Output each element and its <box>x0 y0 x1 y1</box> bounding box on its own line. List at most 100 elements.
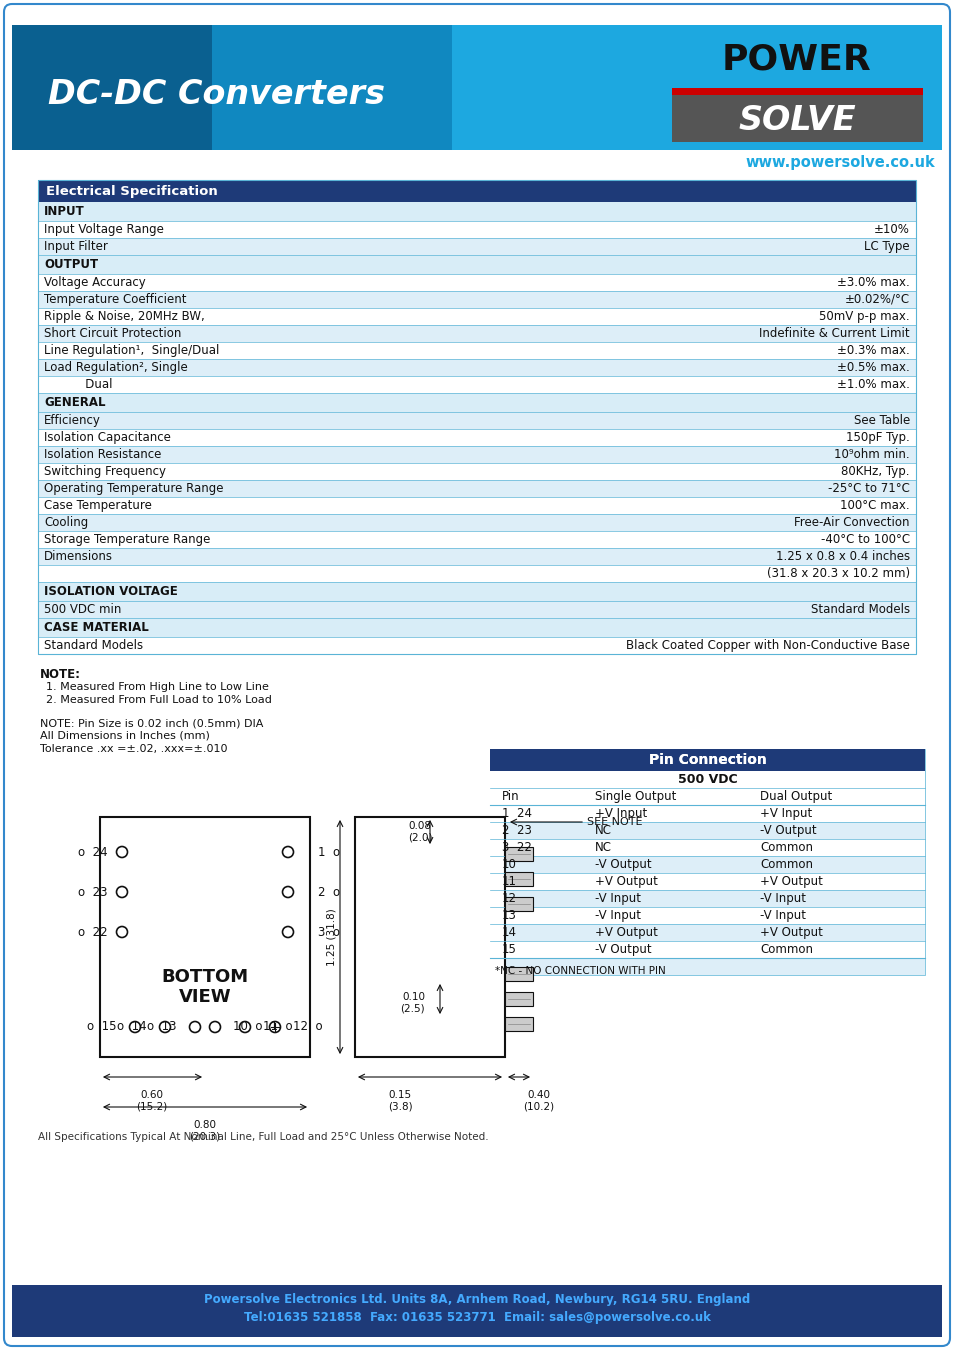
Text: 11  o: 11 o <box>263 1021 293 1034</box>
Text: o  22: o 22 <box>78 926 108 938</box>
Text: (31.8 x 20.3 x 10.2 mm): (31.8 x 20.3 x 10.2 mm) <box>766 567 909 580</box>
Text: ±0.5% max.: ±0.5% max. <box>837 360 909 374</box>
Bar <box>38 308 915 325</box>
Bar <box>38 548 915 566</box>
Bar <box>504 846 533 861</box>
Text: CASE MATERIAL: CASE MATERIAL <box>44 621 149 634</box>
Text: Standard Models: Standard Models <box>810 603 909 616</box>
Text: 12: 12 <box>501 892 517 904</box>
Bar <box>355 817 504 1057</box>
Text: 0.15
(3.8): 0.15 (3.8) <box>387 1089 412 1111</box>
Text: Tolerance .xx =±.02, .xxx=±.010: Tolerance .xx =±.02, .xxx=±.010 <box>40 744 227 755</box>
Text: -V Output: -V Output <box>760 824 816 837</box>
Text: SEE NOTE: SEE NOTE <box>586 817 641 828</box>
Text: Load Regulation², Single: Load Regulation², Single <box>44 360 188 374</box>
Bar <box>38 582 915 601</box>
Text: 0.80
(20.3): 0.80 (20.3) <box>190 1120 220 1142</box>
Text: +V Input: +V Input <box>595 807 646 819</box>
Text: Electrical Specification: Electrical Specification <box>46 185 217 197</box>
Text: NOTE:: NOTE: <box>40 668 81 680</box>
Bar <box>38 292 915 308</box>
Text: ±10%: ±10% <box>873 223 909 236</box>
Text: 2  23: 2 23 <box>501 824 532 837</box>
Text: Standard Models: Standard Models <box>44 639 143 652</box>
Text: Short Circuit Protection: Short Circuit Protection <box>44 327 181 340</box>
Text: 100°C max.: 100°C max. <box>840 500 909 512</box>
Bar <box>12 26 212 150</box>
Text: Free-Air Convection: Free-Air Convection <box>794 516 909 529</box>
Text: 10  o: 10 o <box>233 1021 262 1034</box>
Text: 2  o: 2 o <box>317 886 340 899</box>
Bar <box>12 1285 941 1336</box>
Bar <box>490 788 924 805</box>
Text: LC Type: LC Type <box>863 240 909 252</box>
Bar <box>504 1017 533 1031</box>
Text: BOTTOM: BOTTOM <box>161 968 249 986</box>
Bar <box>490 749 924 975</box>
Text: -V Input: -V Input <box>595 909 640 922</box>
Text: ±3.0% max.: ±3.0% max. <box>837 275 909 289</box>
Text: -V Input: -V Input <box>760 909 805 922</box>
Text: 14: 14 <box>501 926 517 940</box>
Bar <box>671 95 923 142</box>
Text: Pin: Pin <box>501 790 519 803</box>
Bar <box>38 601 915 618</box>
Text: Powersolve Electronics Ltd. Units 8A, Arnhem Road, Newbury, RG14 5RU. England: Powersolve Electronics Ltd. Units 8A, Ar… <box>204 1292 749 1305</box>
Text: ±1.0% max.: ±1.0% max. <box>836 378 909 392</box>
Text: 0.60
(15.2): 0.60 (15.2) <box>136 1089 168 1111</box>
Text: All Dimensions in Inches (mm): All Dimensions in Inches (mm) <box>40 730 210 741</box>
Bar <box>490 941 924 958</box>
Bar <box>38 238 915 255</box>
Text: GENERAL: GENERAL <box>44 396 106 409</box>
Text: OUTPUT: OUTPUT <box>44 258 98 271</box>
Text: Common: Common <box>760 859 812 871</box>
Bar <box>38 359 915 377</box>
Text: NC: NC <box>595 841 612 855</box>
Text: 500 VDC min: 500 VDC min <box>44 603 121 616</box>
Text: Line Regulation¹,  Single/Dual: Line Regulation¹, Single/Dual <box>44 344 219 356</box>
Bar <box>38 342 915 359</box>
Text: DC-DC Converters: DC-DC Converters <box>48 78 385 112</box>
Text: +V Input: +V Input <box>760 807 811 819</box>
Bar <box>671 88 923 94</box>
Text: +V Output: +V Output <box>760 926 822 940</box>
Text: 13: 13 <box>501 909 517 922</box>
Bar <box>38 412 915 429</box>
Bar <box>38 377 915 393</box>
Text: 1  24: 1 24 <box>501 807 532 819</box>
Text: All Specifications Typical At Nominal Line, Full Load and 25°C Unless Otherwise : All Specifications Typical At Nominal Li… <box>38 1133 488 1142</box>
Text: 3  22: 3 22 <box>501 841 532 855</box>
Text: 1.25 (31.8): 1.25 (31.8) <box>327 909 336 965</box>
Text: Pin Connection: Pin Connection <box>648 753 765 767</box>
Text: INPUT: INPUT <box>44 205 85 217</box>
Text: Indefinite & Current Limit: Indefinite & Current Limit <box>759 327 909 340</box>
Text: Temperature Coefficient: Temperature Coefficient <box>44 293 186 306</box>
Text: -V Output: -V Output <box>595 859 651 871</box>
Bar <box>490 873 924 890</box>
Text: 500 VDC: 500 VDC <box>677 774 737 786</box>
Text: Efficiency: Efficiency <box>44 414 101 427</box>
Text: -40°C to 100°C: -40°C to 100°C <box>820 533 909 545</box>
Text: 0.40
(10.2): 0.40 (10.2) <box>523 1089 554 1111</box>
Bar <box>38 618 915 637</box>
Bar <box>38 180 915 202</box>
Bar <box>38 463 915 481</box>
Bar <box>38 325 915 342</box>
Text: NC: NC <box>595 824 612 837</box>
Text: Common: Common <box>760 944 812 956</box>
Bar <box>669 28 924 146</box>
Text: Storage Temperature Range: Storage Temperature Range <box>44 533 211 545</box>
Text: Single Output: Single Output <box>595 790 676 803</box>
Text: Input Voltage Range: Input Voltage Range <box>44 223 164 236</box>
Bar <box>490 771 924 788</box>
Bar <box>38 497 915 514</box>
Text: NOTE: Pin Size is 0.02 inch (0.5mm) DIA: NOTE: Pin Size is 0.02 inch (0.5mm) DIA <box>40 718 263 728</box>
Bar <box>490 749 924 771</box>
Bar <box>38 531 915 548</box>
Bar <box>671 30 923 88</box>
Bar <box>490 890 924 907</box>
Text: ±0.02%/°C: ±0.02%/°C <box>844 293 909 306</box>
Bar <box>490 856 924 873</box>
Bar <box>38 514 915 531</box>
Text: 11: 11 <box>501 875 517 888</box>
